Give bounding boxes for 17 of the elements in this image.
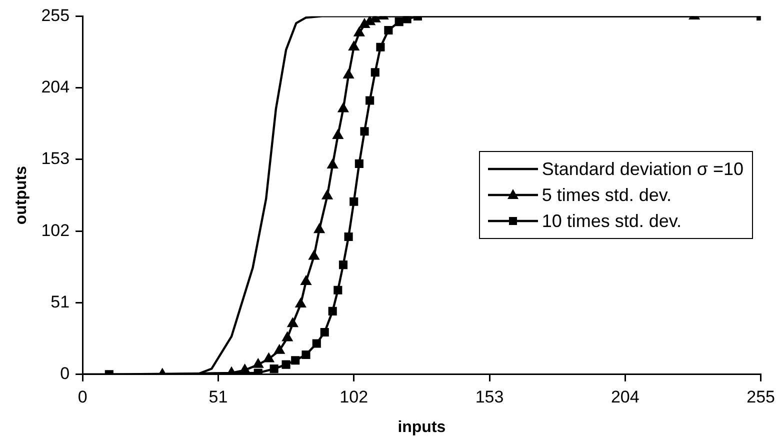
x-tick-label: 0	[78, 387, 88, 406]
y-tick-label: 255	[41, 6, 70, 25]
x-axis-title: inputs	[398, 418, 446, 436]
legend-label: Standard deviation σ =10	[542, 158, 744, 182]
x-tick-label: 204	[610, 387, 640, 406]
x-tick-label: 153	[475, 387, 504, 406]
x-tick-label: 102	[340, 387, 368, 406]
x-tick-label: 255	[746, 387, 776, 406]
y-tick-label: 204	[41, 78, 70, 97]
legend-label: 10 times std. dev.	[542, 210, 682, 234]
y-tick-label: 51	[50, 292, 70, 312]
x-tick-label: 51	[208, 387, 228, 406]
y-axis-title: outputs	[13, 166, 30, 225]
y-tick-label: 102	[41, 220, 70, 240]
y-tick-label: 0	[60, 364, 70, 384]
y-tick-label: 153	[41, 149, 70, 168]
legend-label: 5 times std. dev.	[542, 184, 672, 208]
